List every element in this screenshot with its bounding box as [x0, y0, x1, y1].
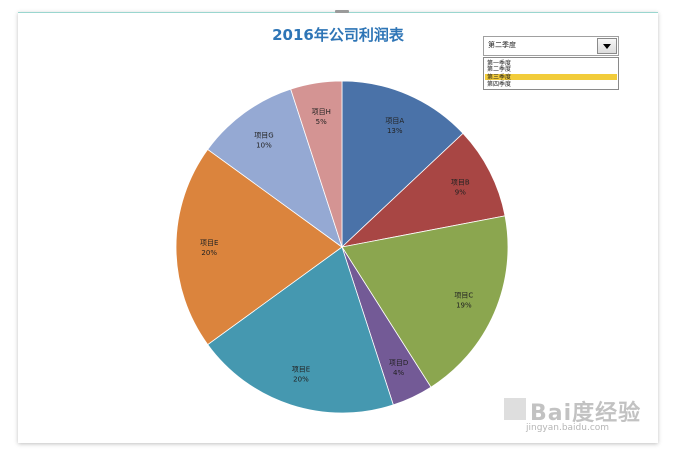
watermark-logo: Bai度经验 — [530, 401, 642, 426]
dropdown-option[interactable]: 第二季度 — [487, 66, 512, 73]
quarter-select[interactable]: 第二季度 — [483, 36, 619, 56]
slice-label: 项目A — [385, 117, 404, 125]
pie-slice — [341, 80, 464, 248]
pie-slice — [341, 215, 509, 388]
slice-label: 项目E — [200, 239, 218, 247]
dropdown-highlight — [485, 74, 617, 80]
slice-percent: 19% — [456, 302, 472, 310]
slice-percent: 9% — [455, 189, 466, 197]
pie-slice — [340, 132, 506, 248]
dropdown-option[interactable]: 第一季度 — [487, 60, 512, 67]
slice-label: 项目B — [451, 179, 470, 187]
watermark: Bai度经验 jingyan.baidu.com — [500, 395, 660, 445]
dropdown-option[interactable]: 第三季度 — [487, 74, 512, 81]
slice-percent: 10% — [256, 142, 272, 150]
slice-label: 项目E — [292, 365, 310, 373]
dropdown-option[interactable]: 第四季度 — [487, 81, 512, 88]
paw-icon — [504, 398, 526, 420]
watermark-url: jingyan.baidu.com — [526, 423, 610, 433]
pie-slice — [207, 88, 343, 249]
slice-percent: 13% — [387, 127, 403, 135]
chart-title: 2016年公司利润表 — [272, 26, 404, 44]
pie-slice — [207, 246, 394, 414]
pie-slice — [290, 80, 343, 248]
chevron-down-icon — [603, 44, 611, 49]
slice-percent: 20% — [293, 375, 309, 383]
quarter-select-value: 第二季度 — [488, 41, 516, 49]
slice-label: 项目C — [454, 292, 473, 300]
slice-percent: 4% — [393, 369, 404, 377]
pie-slice — [175, 148, 343, 346]
quarter-dropdown-list: 第一季度 第二季度 第三季度 第四季度 — [483, 57, 619, 90]
slice-percent: 5% — [316, 118, 327, 126]
slice-label: 项目G — [254, 132, 273, 140]
dropdown-button[interactable] — [597, 38, 617, 54]
slice-label: 项目D — [389, 359, 408, 367]
slice-percent: 20% — [201, 249, 217, 257]
slice-label: 项目H — [312, 108, 331, 116]
resize-handle[interactable] — [335, 10, 349, 13]
